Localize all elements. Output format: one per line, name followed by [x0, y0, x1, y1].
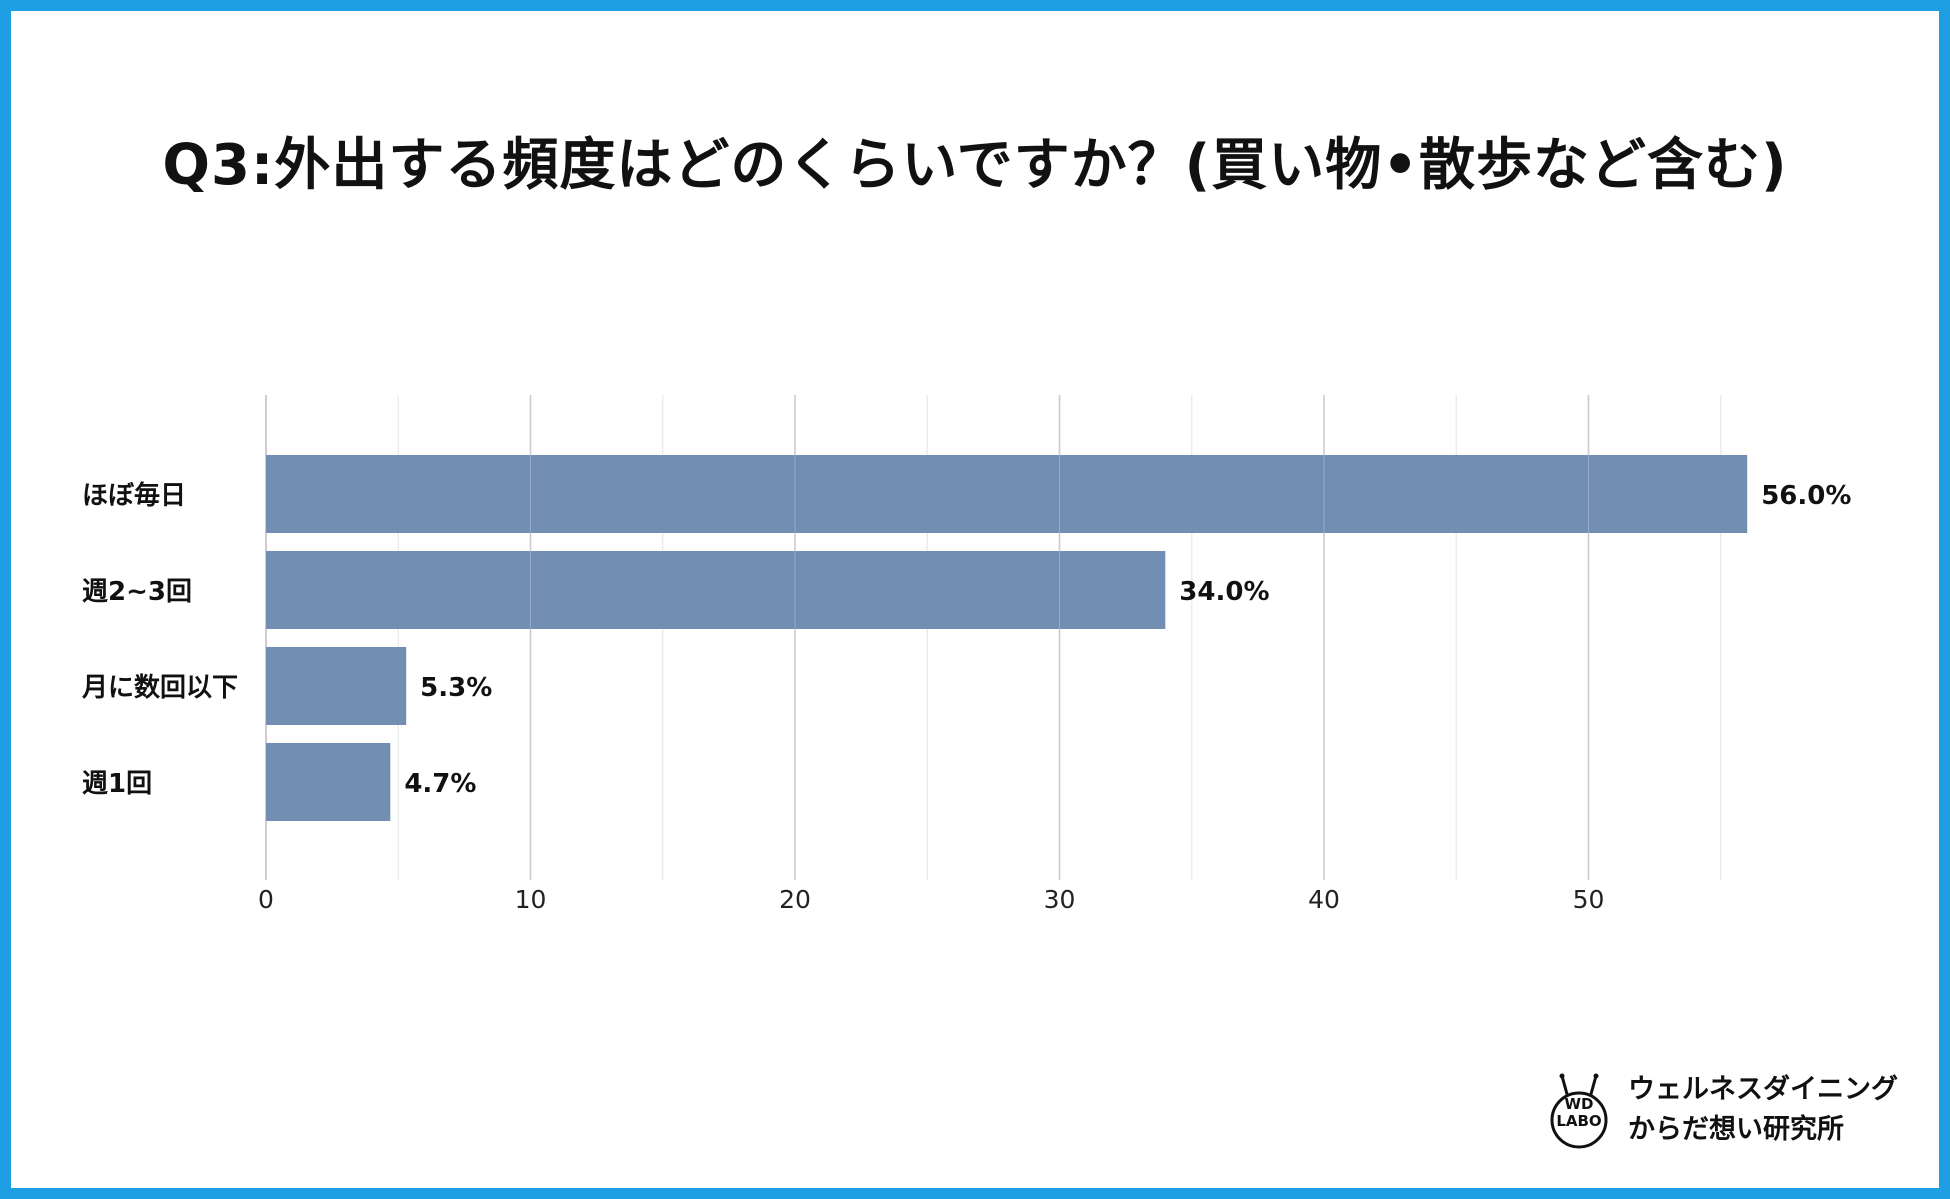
category-label-1: 週2~3回 — [82, 577, 192, 607]
value-label-1: 34.0% — [1179, 577, 1269, 607]
category-label-3: 週1回 — [82, 769, 152, 799]
value-label-0: 56.0% — [1761, 481, 1851, 511]
logo-badge-line1: WD — [1564, 1095, 1594, 1113]
x-tick-label-30: 30 — [1044, 885, 1076, 914]
x-tick-label-40: 40 — [1308, 885, 1340, 914]
bar-0 — [266, 455, 1748, 533]
logo-name: ウェルネスダイニング からだ想い研究所 — [1628, 1070, 1898, 1150]
x-tick-label-0: 0 — [258, 885, 274, 914]
chart-title: Q3:外出する頻度はどのくらいですか？(買い物•散歩など含む) — [162, 133, 1788, 198]
category-label-2: 月に数回以下 — [81, 673, 238, 703]
bar-3 — [266, 743, 391, 821]
x-tick-label-10: 10 — [515, 885, 547, 914]
logo-badge-text: WD LABO — [1540, 1096, 1618, 1130]
logo-name-line1: ウェルネスダイニング — [1628, 1074, 1898, 1105]
bar-1 — [266, 551, 1166, 629]
bar-2 — [266, 647, 407, 725]
brand-logo: WD LABO ウェルネスダイニング からだ想い研究所 — [1540, 1050, 1920, 1160]
value-label-3: 4.7% — [404, 769, 476, 799]
x-tick-label-50: 50 — [1573, 885, 1605, 914]
category-label-0: ほぼ毎日 — [82, 481, 186, 511]
flask-logo-icon — [1550, 1073, 1608, 1149]
value-label-2: 5.3% — [420, 673, 492, 703]
logo-name-line2: からだ想い研究所 — [1628, 1114, 1844, 1145]
x-tick-label-20: 20 — [779, 885, 811, 914]
logo-badge-line2: LABO — [1556, 1112, 1602, 1130]
